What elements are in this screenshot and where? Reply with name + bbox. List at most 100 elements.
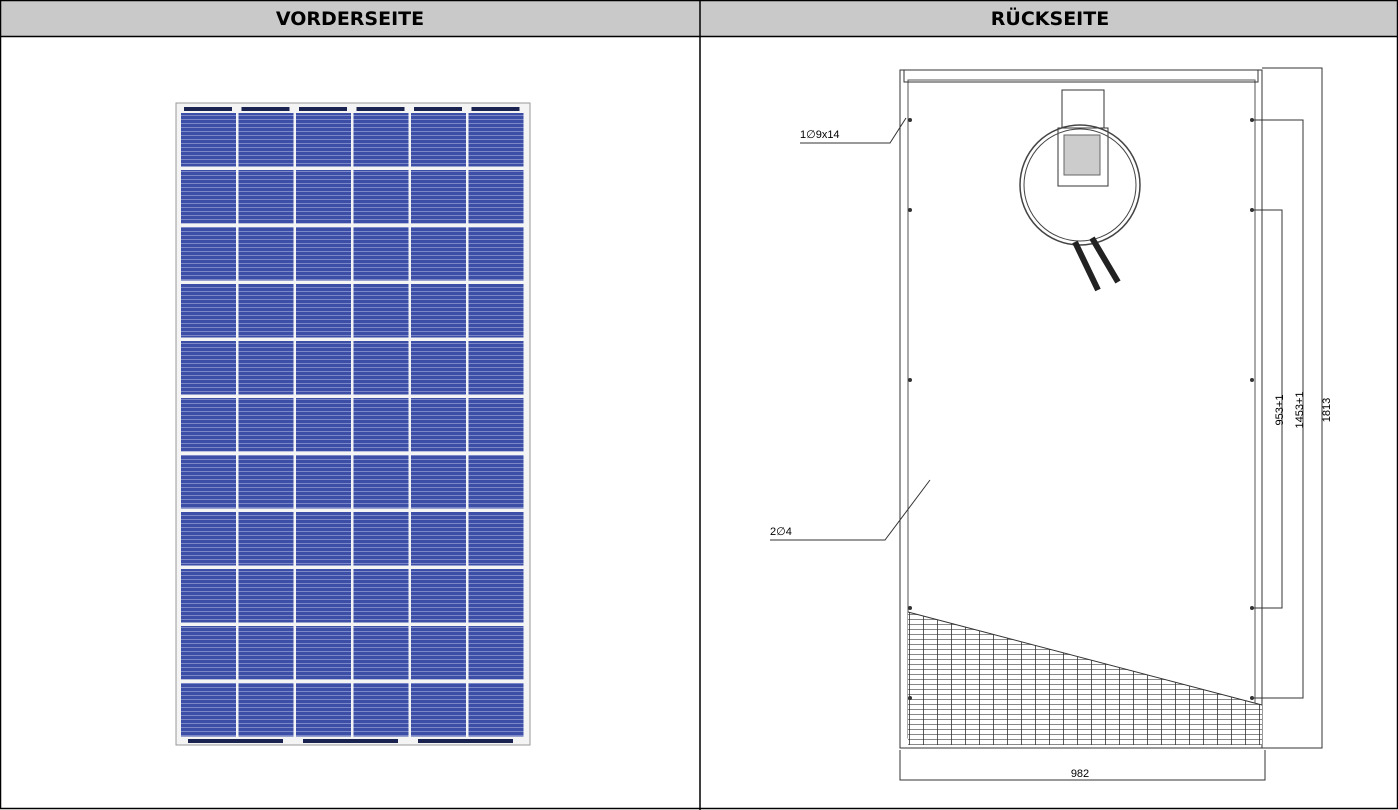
solar-cell [353, 341, 409, 395]
solar-cell [296, 113, 351, 167]
busbar [241, 107, 290, 111]
solar-cell [411, 170, 466, 224]
solar-cell [468, 455, 524, 509]
solar-cell [353, 398, 409, 452]
dimension-label: 1453+1 [1294, 391, 1306, 428]
hole-label: 2∅4 [770, 526, 792, 538]
solar-cell [353, 683, 409, 737]
mount-hole [908, 696, 912, 700]
solar-cell [181, 170, 236, 224]
busbar [414, 107, 462, 111]
solar-cell [468, 113, 524, 167]
mount-hole [908, 378, 912, 382]
solar-cell [353, 170, 409, 224]
solar-cell [238, 113, 294, 167]
solar-cell [468, 227, 524, 281]
busbar [356, 107, 405, 111]
header-row [0, 0, 1398, 37]
solar-cell [238, 398, 294, 452]
busbar [184, 107, 232, 111]
back-drawing: 1∅9x14 2∅4 953+1 1453+1 1813 982 [770, 67, 1333, 781]
cut-line [907, 611, 1263, 706]
solar-cell [411, 341, 466, 395]
solar-cell [296, 455, 351, 509]
solar-cell [296, 626, 351, 680]
solar-cell [238, 170, 294, 224]
solar-cell [468, 398, 524, 452]
dimension-line [1252, 209, 1283, 609]
solar-cell [238, 284, 294, 338]
mount-hole [908, 118, 912, 122]
mount-hole [908, 208, 912, 212]
solar-cell [181, 284, 236, 338]
cable [1019, 124, 1141, 246]
solar-cell [181, 512, 236, 566]
solar-cell [411, 626, 466, 680]
solar-cell [181, 113, 236, 167]
solar-cell [238, 626, 294, 680]
solar-cell [353, 284, 409, 338]
solar-cell [238, 227, 294, 281]
solar-cell [181, 569, 236, 623]
connector [1089, 236, 1121, 284]
mount-hole [1250, 696, 1254, 700]
dimension-line [899, 750, 1266, 781]
solar-cell [353, 227, 409, 281]
solar-cell [181, 398, 236, 452]
solar-cell [296, 683, 351, 737]
header-cell: RÜCKSEITE [991, 6, 1109, 30]
solar-cell [296, 512, 351, 566]
solar-cell [296, 569, 351, 623]
solar-cell [468, 284, 524, 338]
junction-box [1061, 89, 1105, 131]
dimension-label: 982 [1071, 768, 1089, 780]
busbar [299, 107, 347, 111]
mount-hole [908, 606, 912, 610]
solar-cell [353, 626, 409, 680]
solar-cell [411, 113, 466, 167]
solar-cell [296, 341, 351, 395]
busbar [303, 739, 398, 743]
solar-cell [468, 341, 524, 395]
dimension-label: 953+1 [1274, 395, 1286, 426]
header-cell: VORDERSEITE [276, 8, 424, 30]
solar-cell [353, 569, 409, 623]
solar-cell [181, 455, 236, 509]
solar-cell [468, 170, 524, 224]
solar-cell [238, 512, 294, 566]
solar-cell [411, 284, 466, 338]
solar-cell [411, 398, 466, 452]
mount-hole [1250, 208, 1254, 212]
solar-cell [238, 683, 294, 737]
busbar [471, 107, 520, 111]
solar-cell [181, 683, 236, 737]
frame-top [903, 69, 1259, 83]
dimension-line [1252, 119, 1304, 699]
solar-cell [238, 569, 294, 623]
solar-cell [296, 398, 351, 452]
label-plate [1063, 134, 1101, 176]
solar-cell [411, 569, 466, 623]
solar-cell [468, 626, 524, 680]
solar-cell [468, 569, 524, 623]
solar-cell [296, 227, 351, 281]
solar-cell [411, 455, 466, 509]
cell-hatch [908, 612, 1262, 745]
mount-hole [1250, 378, 1254, 382]
solar-cell [181, 227, 236, 281]
front-panel [175, 102, 531, 746]
hole-label: 1∅9x14 [800, 129, 840, 141]
solar-cell [238, 455, 294, 509]
cable [1023, 128, 1137, 242]
mount-hole [1250, 118, 1254, 122]
solar-cell [411, 512, 466, 566]
busbar [418, 739, 513, 743]
solar-cell [353, 113, 409, 167]
connector [1072, 240, 1101, 292]
solar-cell [411, 227, 466, 281]
dimension-label: 1813 [1321, 398, 1333, 422]
busbar [188, 739, 283, 743]
solar-cell [181, 626, 236, 680]
leader [770, 479, 931, 541]
